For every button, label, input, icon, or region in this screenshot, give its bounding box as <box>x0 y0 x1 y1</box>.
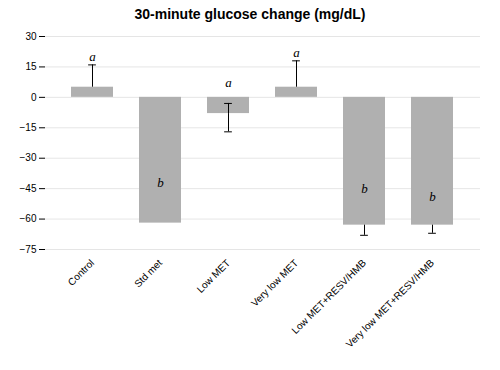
svg-text:15: 15 <box>25 61 37 72</box>
svg-text:Low MET: Low MET <box>195 257 233 295</box>
svg-text:Low MET+RESV/HMB: Low MET+RESV/HMB <box>289 257 368 336</box>
svg-text:−45: −45 <box>20 183 37 194</box>
svg-text:−15: −15 <box>20 122 37 133</box>
svg-text:30: 30 <box>25 31 37 42</box>
svg-text:−30: −30 <box>20 152 37 163</box>
svg-text:a: a <box>89 49 96 64</box>
svg-text:b: b <box>361 181 368 196</box>
html-text:30-minute glucose change (mg/d: 30-minute glucose change (mg/dL) <box>134 6 366 22</box>
svg-text:a: a <box>293 45 300 60</box>
svg-text:Std met: Std met <box>132 257 164 289</box>
svg-text:a: a <box>225 75 232 90</box>
svg-text:−75: −75 <box>20 244 37 255</box>
svg-text:Very low MET: Very low MET <box>249 257 300 308</box>
svg-text:Control: Control <box>66 257 97 288</box>
svg-text:b: b <box>429 189 436 204</box>
svg-text:Very low MET+RESV/HMB: Very low MET+RESV/HMB <box>344 257 437 350</box>
svg-text:b: b <box>157 175 164 190</box>
svg-text:0: 0 <box>31 92 37 103</box>
svg-text:−60: −60 <box>20 213 37 224</box>
